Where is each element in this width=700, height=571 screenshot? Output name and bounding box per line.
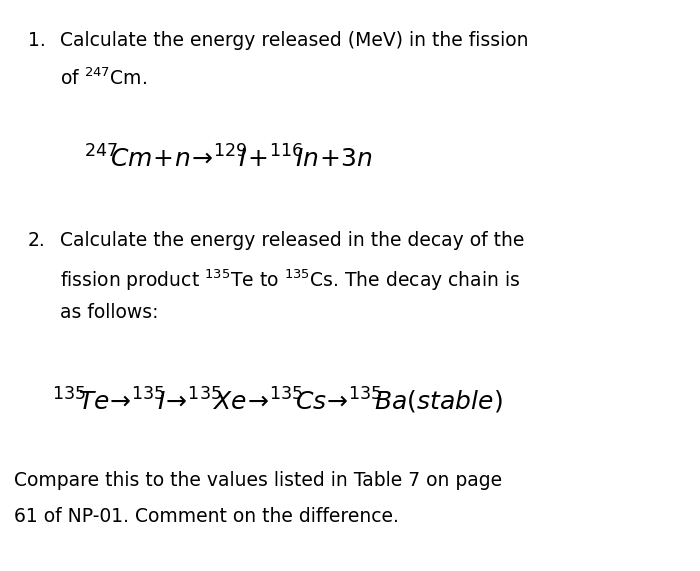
Text: 1.: 1. bbox=[28, 31, 46, 50]
Text: of $^{247}$Cm.: of $^{247}$Cm. bbox=[60, 67, 146, 89]
Text: Calculate the energy released in the decay of the: Calculate the energy released in the dec… bbox=[60, 231, 524, 250]
Text: 61 of NP-01. Comment on the difference.: 61 of NP-01. Comment on the difference. bbox=[14, 507, 399, 526]
Text: Calculate the energy released (MeV) in the fission: Calculate the energy released (MeV) in t… bbox=[60, 31, 528, 50]
Text: 2.: 2. bbox=[28, 231, 46, 250]
Text: Compare this to the values listed in Table 7 on page: Compare this to the values listed in Tab… bbox=[14, 471, 502, 490]
Text: $^{247}\!\!\mathit{Cm}\!+\!\mathit{n}\!\rightarrow\!^{129}\!\!\mathit{I}\!+\!^{1: $^{247}\!\!\mathit{Cm}\!+\!\mathit{n}\!\… bbox=[84, 146, 373, 173]
Text: fission product $^{135}$Te to $^{135}$Cs. The decay chain is: fission product $^{135}$Te to $^{135}$Cs… bbox=[60, 267, 520, 293]
Text: $^{135}\!\!\mathit{Te}\!\rightarrow\!^{135}\!\!\mathit{I}\!\rightarrow\!^{135}\!: $^{135}\!\!\mathit{Te}\!\rightarrow\!^{1… bbox=[52, 385, 503, 416]
Text: as follows:: as follows: bbox=[60, 303, 158, 322]
